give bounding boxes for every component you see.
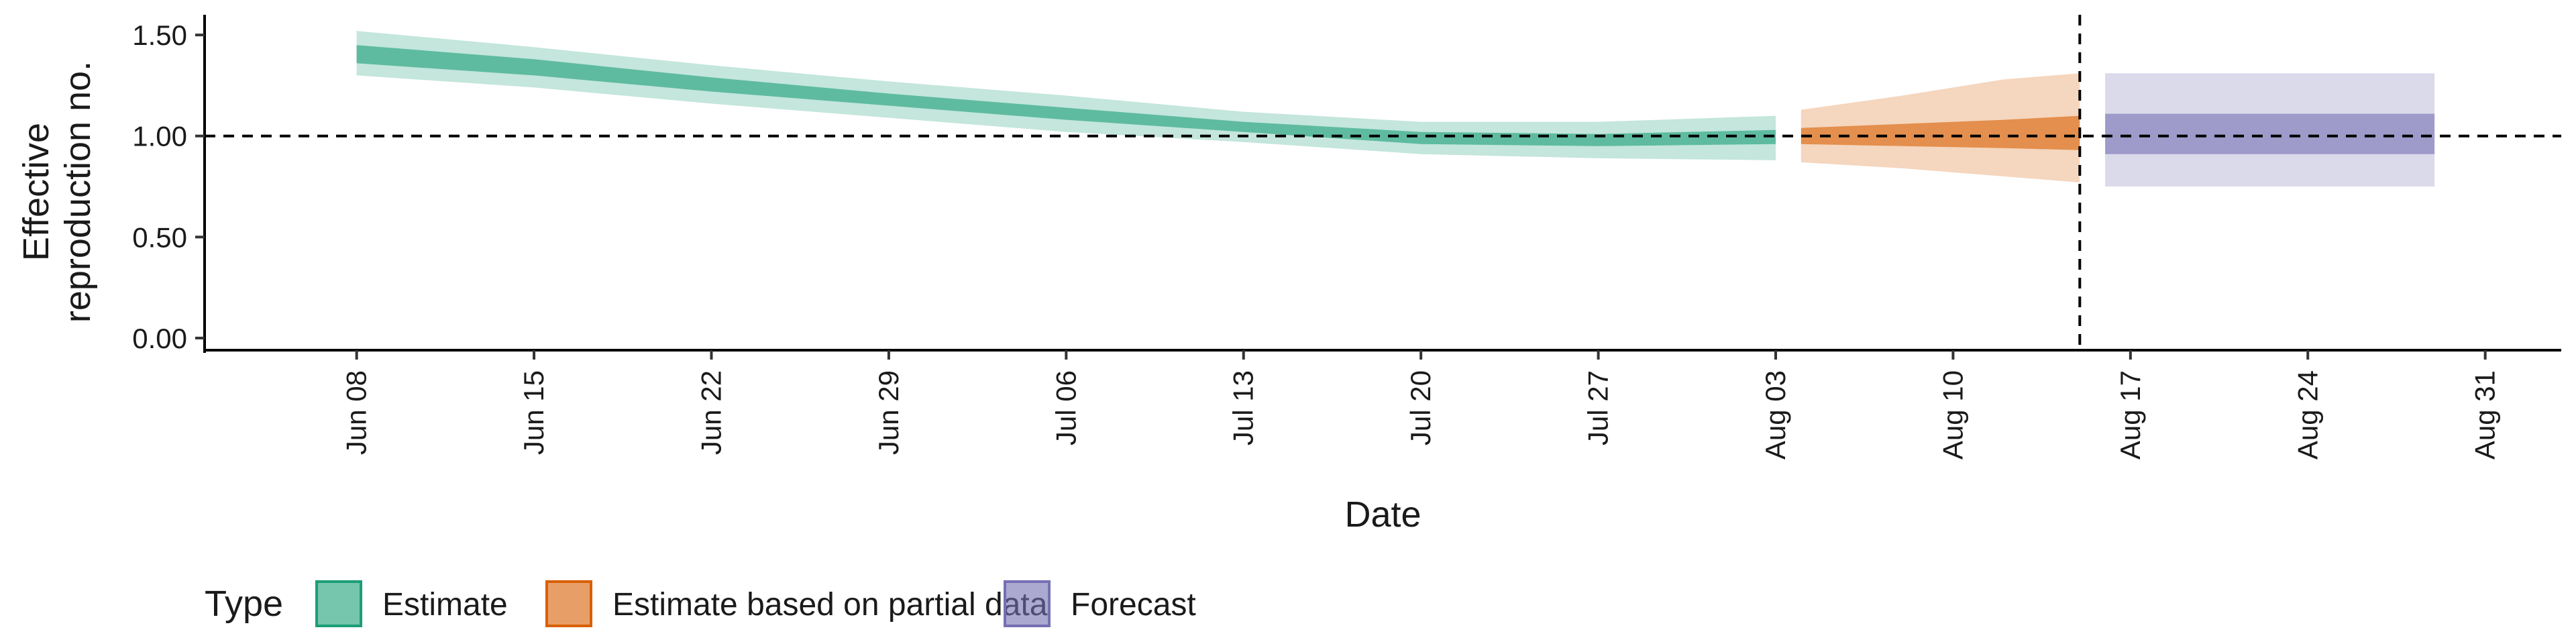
- y-axis-title: Effectivereproduction no.: [16, 61, 98, 323]
- x-tick-label: Jun 29: [873, 370, 904, 455]
- x-tick-label: Aug 24: [2292, 370, 2323, 460]
- legend-swatch: [545, 580, 592, 627]
- bands-layer: [356, 31, 2435, 186]
- legend-swatch: [315, 580, 362, 627]
- legend-label: Estimate based on partial data: [612, 587, 1048, 623]
- legend-title: Type: [205, 584, 283, 624]
- x-tick-label: Jul 20: [1405, 370, 1436, 445]
- y-axis-title-line: reproduction no.: [58, 61, 98, 323]
- x-tick-label: Aug 17: [2114, 370, 2146, 460]
- x-tick-label: Jun 08: [341, 370, 372, 455]
- band-inner-estimate-based-on-partial-data: [1801, 115, 2080, 150]
- y-tick-label: 0.00: [132, 323, 187, 354]
- x-tick-label: Jun 15: [518, 370, 549, 455]
- x-tick-label: Aug 31: [2469, 370, 2501, 460]
- legend-label: Forecast: [1071, 587, 1196, 623]
- x-tick-label: Aug 03: [1760, 370, 1791, 460]
- reference-lines: [205, 15, 2561, 350]
- y-tick-label: 0.50: [132, 221, 187, 253]
- legend: Type Estimate Estimate based on partial da…: [205, 580, 1196, 627]
- band-inner-forecast: [2105, 113, 2435, 154]
- x-tick-label: Jul 13: [1228, 370, 1259, 445]
- legend-swatch: [1004, 580, 1051, 627]
- legend-label: Estimate: [382, 587, 508, 623]
- band-outer-estimate: [356, 31, 1776, 160]
- axes-layer: 0.00 0.50 1.00 1.50 Jun 08 Jun 15 Jun 22 Jun 29…: [16, 15, 2561, 535]
- x-tick-label: Jun 22: [695, 370, 727, 455]
- x-axis-title: Date: [1344, 494, 1421, 535]
- x-tick-label: Jul 06: [1050, 370, 1081, 445]
- y-tick-label: 1.50: [132, 19, 187, 51]
- x-tick-label: Jul 27: [1582, 370, 1614, 445]
- y-axis-title-line: Effective: [16, 123, 56, 261]
- x-tick-label: Aug 10: [1937, 370, 1968, 460]
- y-tick-label: 1.00: [132, 121, 187, 152]
